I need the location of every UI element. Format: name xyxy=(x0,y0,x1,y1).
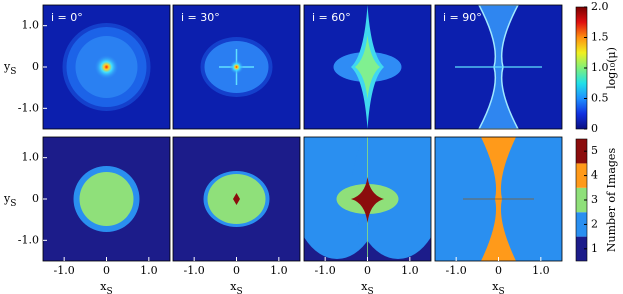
colorbar-band xyxy=(576,139,587,164)
colorbar xyxy=(576,7,587,129)
x-tick-label: -1.0 xyxy=(315,264,336,277)
panel-title: i = 60° xyxy=(312,11,351,24)
colorbar-band xyxy=(576,236,587,261)
panel-image xyxy=(173,5,300,129)
axis-label-sub: S xyxy=(237,287,243,294)
axis-label: yS xyxy=(3,192,16,209)
y-tick-label: 0 xyxy=(32,192,39,205)
axis-label-sub: S xyxy=(107,287,113,294)
x-tick-label: 1.0 xyxy=(140,264,158,277)
colorbar-label: log₁₀(μ) xyxy=(605,47,618,89)
axis-label-sub: S xyxy=(499,287,505,294)
colorbar-tick-label: 2.0 xyxy=(591,0,609,13)
colorbar-tick-label: 2 xyxy=(591,217,598,230)
colorbar-tick-label: 1.5 xyxy=(591,31,609,44)
x-tick-label: -1.0 xyxy=(184,264,205,277)
x-tick-label: 0 xyxy=(103,264,110,277)
y-tick-label: 1.0 xyxy=(22,151,40,164)
panel-frame xyxy=(434,4,563,130)
axis-label-sub: S xyxy=(368,287,374,294)
axis-label-main: x xyxy=(230,280,237,293)
axis-label-sub: S xyxy=(10,199,16,209)
axis-label: xS xyxy=(100,280,112,294)
colorbar-tick-label: 5 xyxy=(591,144,598,157)
panel-image xyxy=(173,137,300,261)
colorbar-label: Number of Images xyxy=(605,148,618,253)
y-tick-label: -1.0 xyxy=(18,101,39,114)
y-tick-label: -1.0 xyxy=(18,233,39,246)
axis-label-main: x xyxy=(100,280,107,293)
axis-label-sub: S xyxy=(10,67,16,77)
y-tick-label: 0 xyxy=(32,60,39,73)
colorbar-band xyxy=(576,187,587,213)
x-tick-label: 1.0 xyxy=(270,264,288,277)
x-tick-label: 1.0 xyxy=(401,264,419,277)
axis-label: yS xyxy=(3,60,16,77)
panel-title: i = 30° xyxy=(181,11,220,24)
panel-image xyxy=(304,5,431,129)
panel-image xyxy=(435,5,562,129)
x-tick-label: 0 xyxy=(364,264,371,277)
panel-image xyxy=(43,5,170,129)
colorbar-tick-label: 4 xyxy=(591,169,598,182)
panel-title: i = 90° xyxy=(443,11,482,24)
axis-label-main: y xyxy=(3,60,11,73)
axis-label-main: x xyxy=(361,280,368,293)
x-tick-label: -1.0 xyxy=(54,264,75,277)
axis-label-main: x xyxy=(492,280,499,293)
panel-image xyxy=(43,137,170,261)
axis-label-main: y xyxy=(3,192,11,205)
x-tick-label: -1.0 xyxy=(446,264,467,277)
colorbar-tick-label: 3 xyxy=(591,193,598,206)
axis-label: xS xyxy=(361,280,373,294)
colorbar-tick-label: 0 xyxy=(591,122,598,135)
colorbar-tick-label: 1.0 xyxy=(591,61,609,74)
colorbar-band xyxy=(576,163,587,188)
colorbar-tick-label: 0.5 xyxy=(591,92,609,105)
x-tick-label: 0 xyxy=(495,264,502,277)
y-tick-label: 1.0 xyxy=(22,19,40,32)
panel-image xyxy=(304,137,431,261)
colorbar-band xyxy=(576,212,587,237)
axis-label: xS xyxy=(230,280,242,294)
axis-label: xS xyxy=(492,280,504,294)
colorbar-tick-label: 1 xyxy=(591,242,598,255)
panel-frame xyxy=(172,4,301,130)
x-tick-label: 0 xyxy=(233,264,240,277)
panel-frame xyxy=(303,4,432,130)
panel-title: i = 0° xyxy=(51,11,83,24)
x-tick-label: 1.0 xyxy=(532,264,550,277)
panel-image xyxy=(435,137,562,261)
